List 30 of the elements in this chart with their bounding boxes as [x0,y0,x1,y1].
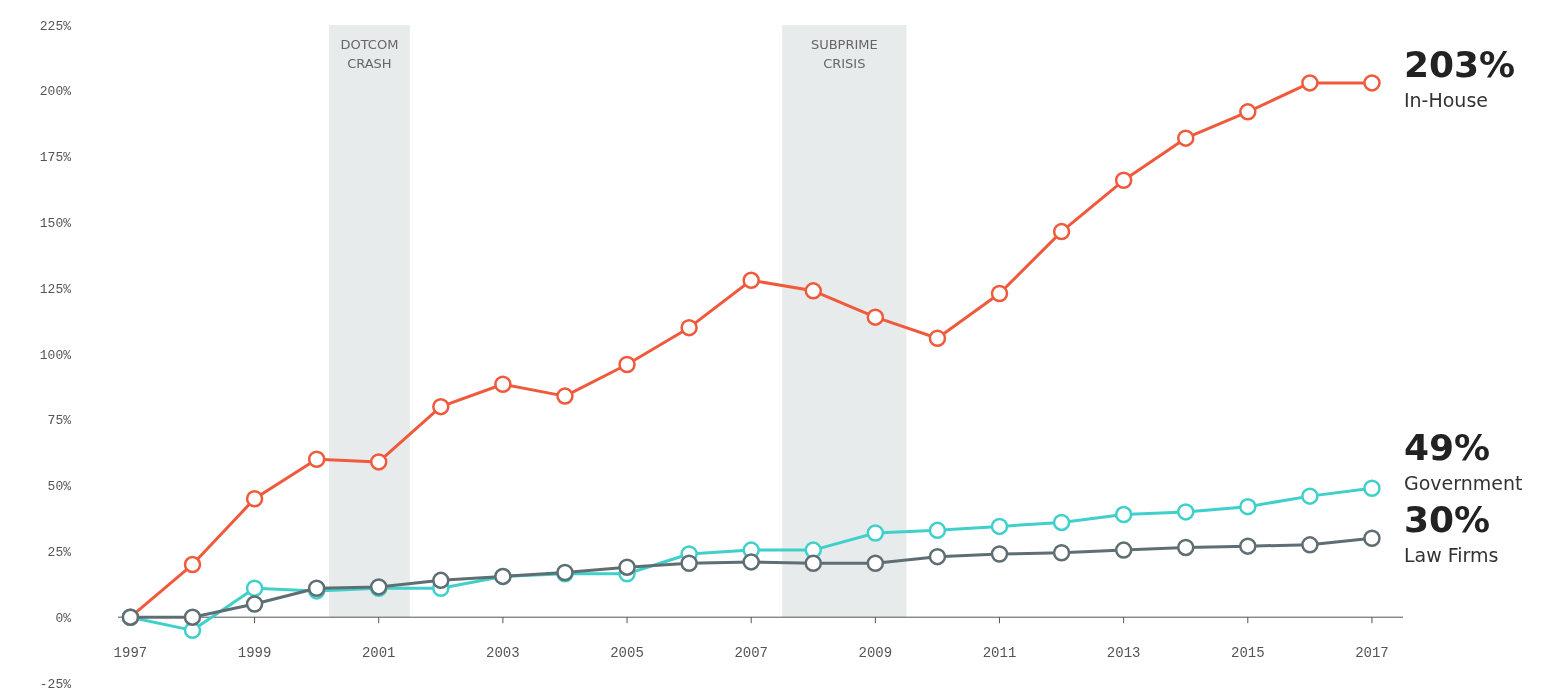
series-label: Government [1403,472,1523,495]
series-label: Law Firms [1403,544,1499,567]
y-tick-label: 225% [39,18,72,34]
data-label: 203% [1403,43,1516,85]
data-label: 30% [1403,499,1491,541]
x-tick-label: 2005 [610,645,644,662]
y-tick-label: 75% [47,413,72,429]
x-tick-label: 2003 [486,645,520,662]
x-tick-label: 2001 [361,645,396,662]
series-label: In-House [1403,88,1489,111]
y-tick-label: 175% [39,150,72,166]
x-tick-label: 2017 [1355,645,1389,662]
x-tick-label: 2013 [1106,645,1141,662]
x-tick-label: 1999 [237,645,272,662]
x-tick-label: 2015 [1231,645,1265,662]
x-tick-label: 2009 [858,645,893,662]
x-tick-label: 2007 [734,645,768,662]
y-tick-label: 50% [47,479,72,495]
y-tick-label: 200% [39,84,72,100]
y-tick-label: -25% [39,676,72,692]
x-tick-label: 1997 [113,645,148,662]
band-label: SUBPRIME CRISIS [810,37,878,71]
data-label: 49% [1403,427,1491,469]
y-tick-label: 125% [39,281,72,297]
y-tick-label: 0% [55,610,72,626]
y-tick-label: 25% [47,544,72,560]
y-tick-label: 150% [39,215,72,231]
x-tick-label: 2011 [982,645,1017,662]
y-tick-label: 100% [39,347,72,363]
band-label: DOTCOM CRASH [340,37,399,71]
